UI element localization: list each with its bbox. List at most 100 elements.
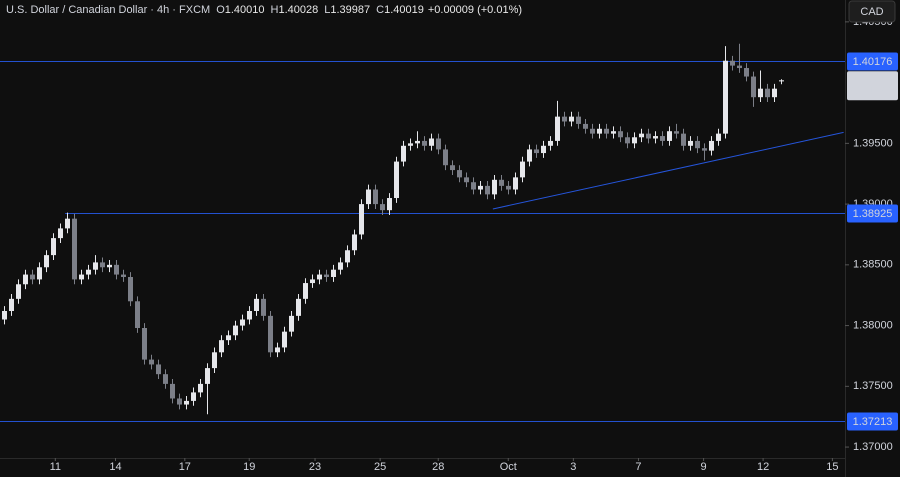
candle-body — [275, 347, 280, 353]
candle-body — [58, 228, 63, 239]
candle-body — [191, 392, 196, 401]
candle-body — [660, 136, 665, 141]
candle-body — [632, 137, 637, 144]
candle-body — [72, 218, 77, 280]
candle-body — [401, 145, 406, 162]
candle-body — [254, 298, 259, 312]
price-change: +0.00009 (+0.01%) — [428, 4, 522, 16]
candle-body — [450, 165, 455, 171]
ohlc-value: 1.39987 — [330, 4, 370, 16]
ohlc-key: O — [216, 4, 225, 16]
candle-body — [289, 315, 294, 332]
currency[interactable]: CAD — [860, 6, 883, 18]
candle-body — [100, 262, 105, 268]
candle-body — [695, 140, 700, 149]
candle-body — [107, 264, 112, 268]
level-label-box — [847, 52, 898, 71]
level-label-box — [847, 412, 898, 431]
candle-body — [569, 116, 574, 122]
candle-body — [128, 276, 133, 302]
candle-body — [233, 325, 238, 336]
candle-body — [583, 123, 588, 129]
x-tick-label: 14 — [109, 461, 121, 473]
candle-body — [2, 311, 7, 320]
candle-body — [261, 298, 266, 316]
candle-body — [142, 328, 147, 360]
candle-body — [548, 140, 553, 146]
candle-body — [268, 315, 273, 353]
candle-body — [681, 133, 686, 146]
candle-body — [646, 133, 651, 139]
candle-body — [65, 218, 70, 229]
candle-body — [499, 179, 504, 186]
candle-body — [492, 179, 497, 195]
x-tick-label: Oct — [500, 461, 517, 473]
currency-box[interactable] — [848, 0, 896, 23]
candle-body — [331, 269, 336, 277]
candle-body — [611, 131, 616, 134]
candle-body — [149, 359, 154, 365]
candle-body — [310, 279, 315, 284]
candle-body — [422, 140, 427, 146]
candle-body — [30, 274, 35, 280]
candle-body — [772, 88, 777, 98]
candle-body — [667, 131, 672, 141]
chart-title: U.S. Dollar / Canadian Dollar · 4h · FXC… — [6, 4, 210, 16]
level-label: 1.37213 — [853, 416, 893, 428]
candle-body — [93, 262, 98, 270]
ohlc-key: C — [376, 4, 384, 16]
candle-body — [86, 269, 91, 275]
candle-body — [590, 128, 595, 134]
candle-body — [9, 298, 14, 312]
level-label-box — [847, 204, 898, 223]
candle-body — [457, 170, 462, 178]
candle-body — [37, 267, 42, 280]
candle-body — [562, 116, 567, 122]
candle-body — [79, 274, 84, 280]
candle-body — [324, 274, 329, 277]
ohlc-value: 1.40028 — [278, 4, 318, 16]
candle-body — [303, 283, 308, 299]
candle-body — [758, 88, 763, 98]
x-tick-label: 19 — [243, 461, 255, 473]
y-tick-label: 1.38500 — [853, 259, 893, 271]
candle-body — [639, 133, 644, 138]
candle-body — [317, 274, 322, 280]
candle-body — [730, 60, 735, 66]
candle-body — [688, 140, 693, 146]
candle-body — [121, 274, 126, 277]
candle-body — [380, 204, 385, 211]
candle-body — [618, 131, 623, 138]
candle-body — [226, 335, 231, 341]
ohlc-key: H — [271, 4, 279, 16]
x-tick-label: 23 — [309, 461, 321, 473]
x-tick-label: 12 — [757, 461, 769, 473]
overlay: U.S. Dollar / Canadian Dollar · 4h · FXC… — [6, 0, 896, 23]
candle-body — [51, 238, 56, 256]
last-price-box — [847, 71, 898, 101]
candle-body — [198, 383, 203, 393]
candle-body — [751, 76, 756, 98]
candle-body — [247, 311, 252, 320]
candle-body — [604, 128, 609, 134]
y-tick-label: 1.38000 — [853, 319, 893, 331]
candle-body — [709, 140, 714, 151]
candle-body — [387, 198, 392, 211]
candle-body — [653, 136, 658, 139]
candle-body — [443, 149, 448, 166]
trendline — [492, 131, 844, 210]
x-tick-label: 3 — [570, 461, 576, 473]
candle-body — [114, 264, 119, 275]
chart-header: U.S. Dollar / Canadian Dollar · 4h · FXC… — [6, 4, 522, 16]
candle-body — [394, 161, 399, 199]
candle-body — [436, 138, 441, 150]
candle-body — [352, 234, 357, 251]
candle-body — [555, 116, 560, 141]
y-tick-label: 1.37500 — [853, 380, 893, 392]
x-tick-label: 28 — [432, 461, 444, 473]
candle-body — [527, 149, 532, 162]
candle-body — [16, 284, 21, 299]
